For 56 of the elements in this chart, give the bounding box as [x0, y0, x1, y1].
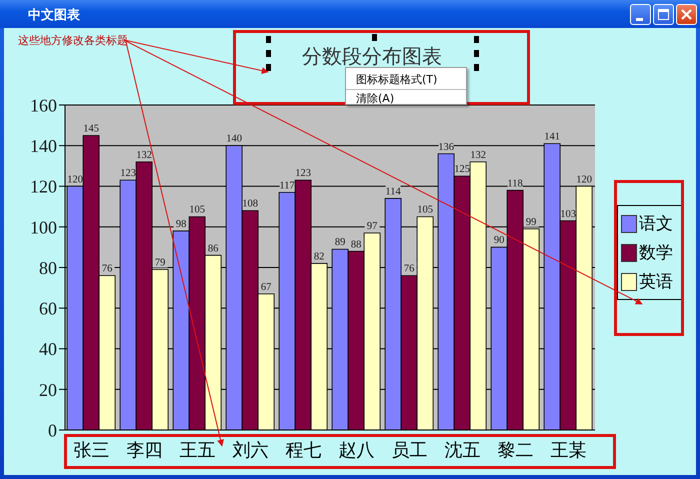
data-label: 76 — [404, 264, 414, 275]
chart-title: 分数段分布图表 — [302, 44, 442, 68]
data-label: 97 — [366, 220, 378, 232]
legend-label: 数学 — [639, 242, 673, 264]
data-label: 145 — [83, 123, 99, 134]
data-label: 141 — [544, 132, 560, 143]
context-menu: 图标标题格式(T) 清除(A) — [345, 67, 467, 105]
data-label: 89 — [334, 237, 346, 248]
y-tick-label: 140 — [30, 136, 57, 156]
x-tick-label: 王五 — [180, 440, 216, 461]
data-label: 120 — [576, 174, 592, 186]
data-label: 105 — [189, 204, 205, 216]
x-tick-label: 张三 — [74, 440, 110, 461]
y-tick-label: 80 — [39, 258, 57, 278]
y-tick-label: 0 — [48, 420, 57, 440]
data-label: 140 — [226, 134, 242, 145]
legend-label: 语文 — [639, 213, 673, 235]
text: 中文图表 — [28, 8, 80, 23]
x-tick-label: 刘六 — [232, 440, 268, 461]
data-label: 132 — [136, 150, 152, 161]
data-label: 114 — [385, 186, 402, 198]
data-label: 103 — [560, 208, 576, 220]
data-label: 98 — [176, 218, 186, 230]
y-tick-label: 100 — [30, 217, 57, 238]
data-label: 125 — [454, 164, 470, 176]
annotation: 清除(A) — [356, 92, 394, 105]
y-tick-label: 120 — [30, 176, 57, 197]
data-label: 136 — [438, 142, 454, 153]
data-label: 90 — [494, 235, 504, 246]
data-label: 99 — [526, 216, 536, 228]
data-label: 76 — [102, 264, 112, 275]
x-tick-label: 程七 — [286, 440, 322, 461]
data-label: 132 — [470, 150, 486, 161]
x-tick-label: 李四 — [126, 440, 162, 461]
x-tick-label: 员工 — [392, 440, 428, 461]
x-tick-label: 赵八 — [338, 440, 374, 461]
data-label: 123 — [120, 168, 136, 180]
y-tick-label: 60 — [39, 298, 57, 319]
data-label: 108 — [242, 198, 258, 210]
data-label: 79 — [154, 258, 166, 269]
data-label: 67 — [260, 282, 272, 293]
data-label: 118 — [507, 178, 523, 190]
data-label: 105 — [417, 204, 433, 216]
y-tick-label: 160 — [30, 95, 57, 116]
data-label: 120 — [67, 174, 83, 186]
data-label: 82 — [314, 251, 324, 262]
legend-label: 英语 — [639, 271, 673, 293]
data-label: 117 — [279, 180, 295, 192]
y-tick-label: 20 — [39, 380, 57, 400]
y-tick-label: 40 — [39, 339, 57, 360]
data-label: 88 — [350, 239, 362, 250]
data-label: 86 — [208, 243, 218, 254]
x-tick-label: 王某 — [550, 440, 586, 461]
data-label: 123 — [295, 168, 311, 180]
x-tick-label: 黎二 — [498, 440, 534, 461]
x-tick-label: 沈五 — [444, 440, 480, 461]
